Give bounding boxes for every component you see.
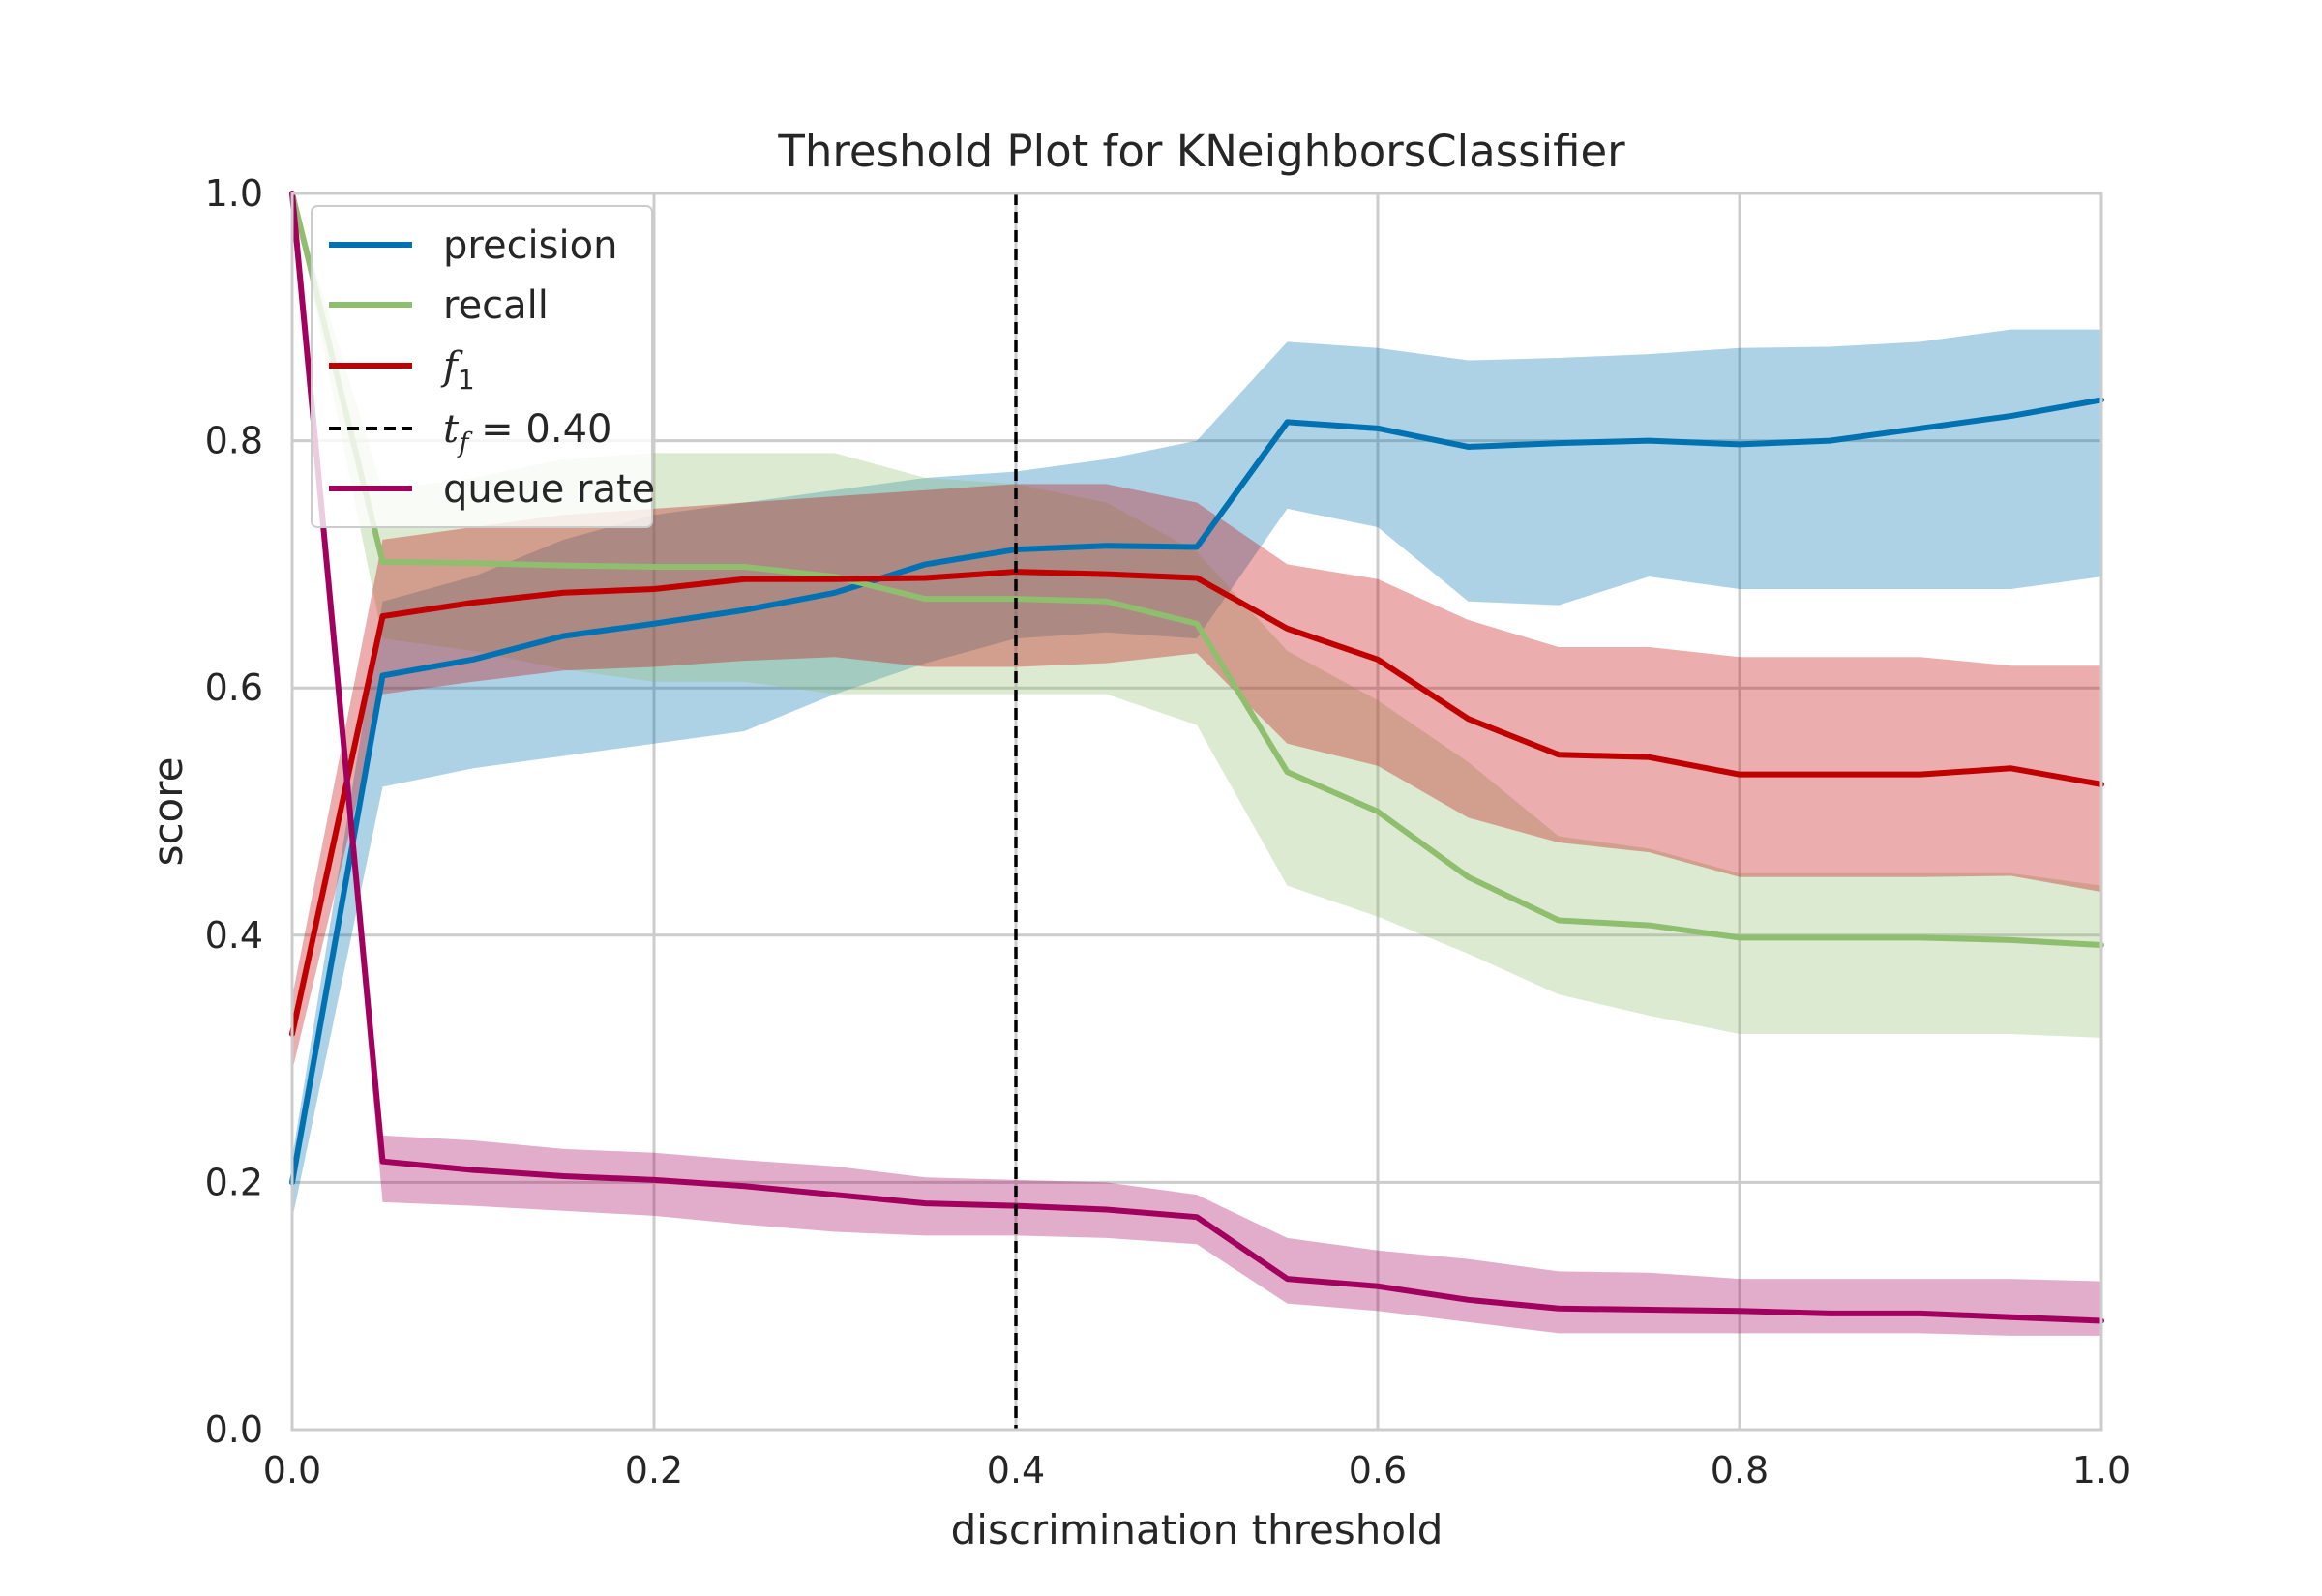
legend-label-threshold: tf = 0.40 bbox=[443, 407, 611, 458]
legend-item-queue-rate: queue rate bbox=[329, 467, 655, 512]
legend-item-f1: f1 bbox=[329, 344, 475, 396]
legend-item-precision: precision bbox=[329, 223, 617, 268]
legend-label-threshold-main: t bbox=[443, 407, 460, 452]
legend-label-f1: f1 bbox=[440, 344, 475, 396]
x-axis-label: discrimination threshold bbox=[951, 1506, 1444, 1553]
x-tick-label: 0.4 bbox=[987, 1449, 1045, 1492]
y-tick-label: 0.4 bbox=[205, 914, 263, 957]
band-f1 bbox=[292, 484, 2101, 1072]
band-precision bbox=[292, 329, 2101, 1220]
x-tick-label: 0.8 bbox=[1711, 1449, 1769, 1492]
legend-item-recall: recall bbox=[329, 283, 549, 328]
y-tick-label: 0.0 bbox=[205, 1408, 263, 1451]
legend-label-f1-sub: 1 bbox=[458, 364, 475, 396]
y-tick-label: 0.8 bbox=[205, 420, 263, 462]
confidence-bands bbox=[292, 193, 2101, 1336]
y-tick-labels: 0.0 0.2 0.4 0.6 0.8 1.0 bbox=[205, 172, 263, 1451]
x-tick-label: 0.6 bbox=[1349, 1449, 1407, 1492]
line-f1 bbox=[289, 569, 2104, 1038]
y-tick-label: 0.6 bbox=[205, 666, 263, 709]
plot-frame bbox=[290, 192, 2103, 1432]
line-recall bbox=[289, 191, 2104, 949]
legend-item-threshold: tf = 0.40 bbox=[329, 407, 611, 458]
chart-title: Threshold Plot for KNeighborsClassifier bbox=[777, 126, 1625, 177]
line-precision bbox=[289, 397, 2104, 1186]
legend-label-threshold-value: = 0.40 bbox=[468, 407, 611, 452]
series-lines bbox=[289, 191, 2104, 1324]
y-axis-label: score bbox=[144, 757, 192, 867]
x-tick-label: 0.0 bbox=[263, 1449, 321, 1492]
y-tick-label: 0.2 bbox=[205, 1161, 263, 1203]
y-tick-label: 1.0 bbox=[205, 172, 263, 215]
legend-label-queue-rate: queue rate bbox=[443, 467, 655, 512]
band-recall bbox=[292, 193, 2101, 1038]
x-tick-label: 1.0 bbox=[2072, 1449, 2130, 1492]
legend-label-recall: recall bbox=[443, 283, 549, 328]
legend-frame bbox=[311, 205, 653, 528]
legend: precision recall f1 tf = 0.40 queue rate bbox=[311, 205, 655, 528]
line-queue-rate bbox=[289, 191, 2104, 1324]
x-tick-labels: 0.0 0.2 0.4 0.6 0.8 1.0 bbox=[263, 1449, 2130, 1492]
legend-label-precision: precision bbox=[443, 223, 617, 268]
x-tick-label: 0.2 bbox=[625, 1449, 683, 1492]
